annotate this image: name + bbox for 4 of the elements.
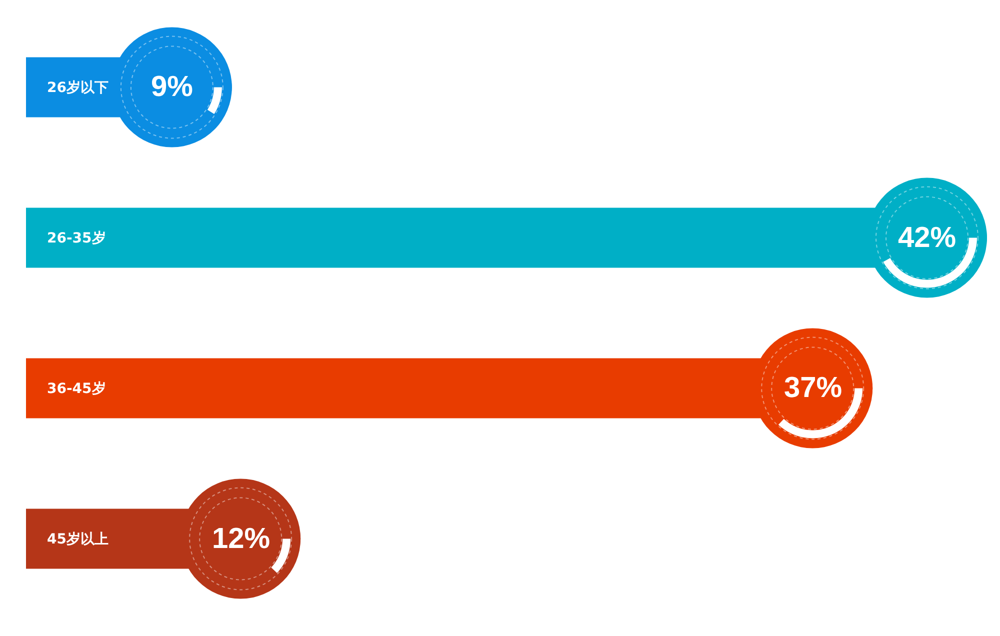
y-tick-label: 36-45岁 <box>47 381 106 398</box>
y-tick-label: 45岁以上 <box>47 532 108 548</box>
y-tick-label: 26-35岁 <box>47 230 106 247</box>
y-tick-label: 26岁以下 <box>47 80 108 96</box>
